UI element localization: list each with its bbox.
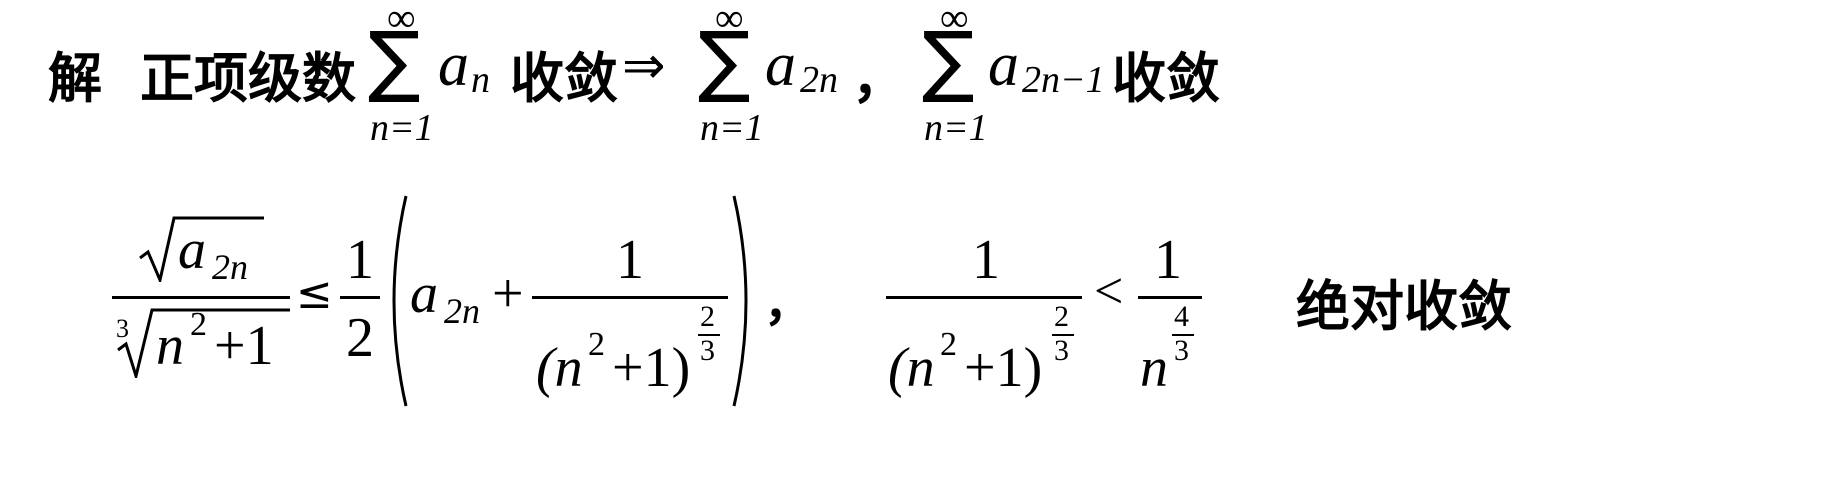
sqrt-radical-sign [139, 216, 264, 282]
power-denominator: 3 [700, 334, 715, 367]
power-numerator: 4 [1174, 300, 1189, 333]
half-denominator: 2 [346, 307, 374, 369]
half-numerator: 1 [346, 229, 374, 291]
denominator-open-n: (n [888, 337, 935, 399]
comma-2: ， [764, 276, 813, 332]
converge-text-1: 收敛 [510, 47, 618, 110]
inner-term-subscript: 2n [444, 291, 480, 331]
sigma-symbol: ∑ [922, 16, 975, 106]
sqrt-term-a: a [178, 219, 206, 281]
sum-upper-limit: ∞ [387, 0, 416, 40]
denominator-n-exponent: 2 [940, 326, 957, 363]
comma-1: ， [852, 47, 906, 110]
absolute-convergence-result: 绝对收敛 [1296, 275, 1512, 338]
term-a: a [765, 31, 796, 99]
power-fraction-bar [1172, 334, 1194, 336]
power-numerator: 2 [700, 300, 715, 333]
term-subscript: 2n−1 [1022, 59, 1105, 101]
sqrt-term-subscript: 2n [212, 247, 248, 287]
converge-text-2: 收敛 [1112, 47, 1220, 110]
power-fraction-bar [1052, 334, 1074, 336]
sum-upper-limit: ∞ [715, 0, 744, 40]
sum-lower-limit: n=1 [700, 107, 764, 149]
bound-numerator: 1 [1154, 229, 1182, 291]
term-subscript: 2n [800, 59, 838, 101]
sum-lower-limit: n=1 [370, 107, 434, 149]
sum-upper-limit: ∞ [940, 0, 969, 40]
fraction-bar [532, 296, 728, 299]
inner-numerator: 1 [616, 229, 644, 291]
fraction-bar [886, 296, 1082, 299]
solution-marker: 解 [48, 47, 102, 110]
denominator-plus-one-close: +1) [964, 337, 1043, 399]
denominator-exponent: 2 [190, 306, 207, 343]
leq-sign: ≤ [296, 268, 333, 319]
denominator-plus-one-close: +1) [612, 337, 691, 399]
less-than-sign: < [1094, 263, 1124, 320]
sigma-symbol: ∑ [368, 16, 421, 106]
sigma-symbol: ∑ [698, 16, 751, 106]
sum-lower-limit: n=1 [924, 107, 988, 149]
plus-sign: + [492, 263, 524, 325]
denominator-n-exponent: 2 [588, 326, 605, 363]
bound-base-n: n [1140, 337, 1168, 399]
power-numerator: 2 [1054, 300, 1069, 333]
fraction-bar [112, 296, 290, 299]
implies-arrow: ⇒ [622, 36, 666, 96]
term-subscript: n [471, 59, 490, 101]
right-parenthesis [732, 195, 748, 407]
power-denominator: 3 [1054, 334, 1069, 367]
power-denominator: 3 [1174, 334, 1189, 367]
root-index: 3 [116, 314, 129, 343]
term-a: a [438, 31, 469, 99]
fraction-bar [340, 296, 380, 299]
left-parenthesis [392, 195, 408, 407]
term-a: a [988, 31, 1019, 99]
fraction-bar [1138, 296, 1202, 299]
inner-term-a: a [410, 263, 438, 325]
denominator-open-n: (n [536, 337, 583, 399]
compare-numerator: 1 [972, 229, 1000, 291]
denominator-base-n: n [156, 315, 184, 377]
power-fraction-bar [698, 334, 720, 336]
positive-series-label: 正项级数 [140, 47, 356, 110]
cbrt-radical-sign [117, 308, 290, 378]
denominator-plus-one: +1 [214, 315, 274, 377]
